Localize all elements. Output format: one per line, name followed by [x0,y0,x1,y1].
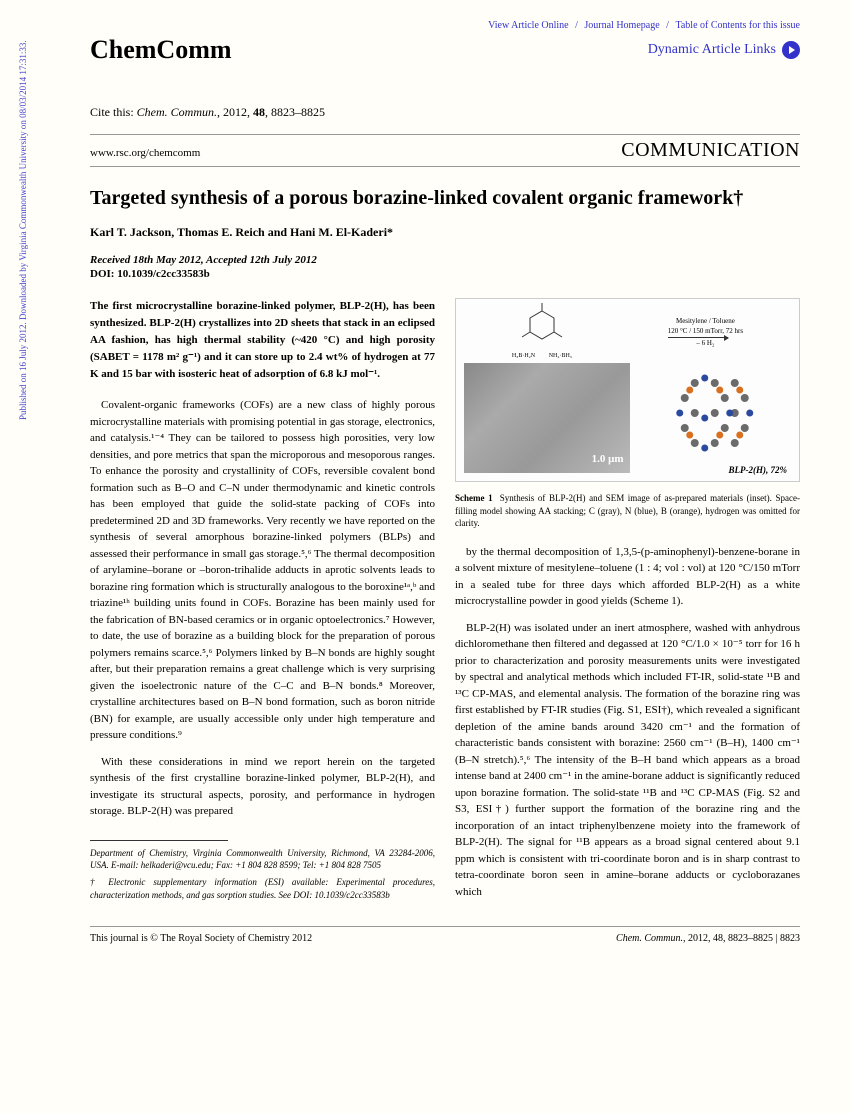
toc-link[interactable]: Table of Contents for this issue [675,20,800,31]
footnote-separator [90,840,228,847]
view-online-link[interactable]: View Article Online [488,20,569,31]
left-column: The first microcrystalline borazine-link… [90,298,435,910]
footer-pages: 2012, 48, 8823–8825 | 8823 [685,933,800,944]
scheme-caption: Scheme 1 Synthesis of BLP-2(H) and SEM i… [455,492,800,530]
cite-pages: , 8823–8825 [265,105,325,119]
cite-volume: 48 [253,105,265,119]
scheme-number: Scheme 1 [455,493,493,503]
scheme-1-figure: H₃B·H₂N NH₂·BH₃ Mesitylene / Toluene 120… [455,298,800,482]
abstract: The first microcrystalline borazine-link… [90,298,435,383]
footer-journal: Chem. Commun., [616,933,685,944]
right-column: H₃B·H₂N NH₂·BH₃ Mesitylene / Toluene 120… [455,298,800,910]
reaction-scheme-top: H₃B·H₂N NH₂·BH₃ Mesitylene / Toluene 120… [464,307,791,357]
received-date: Received 18th May 2012, Accepted 12th Ju… [90,254,800,266]
section-label: COMMUNICATION [621,139,800,162]
footnote-esi: † Electronic supplementary information (… [90,876,435,901]
body-p3: by the thermal decomposition of 1,3,5-(p… [455,544,800,610]
cite-year: 2012, [223,105,250,119]
header-row: ChemComm Dynamic Article Links [90,35,800,65]
body-p1: Covalent-organic frameworks (COFs) are a… [90,397,435,744]
article-title: Targeted synthesis of a porous borazine-… [90,185,800,211]
conditions-bot: – 6 H₂ [668,338,743,349]
body-p2: With these considerations in mind we rep… [90,754,435,820]
rule-row: www.rsc.org/chemcomm COMMUNICATION [90,134,800,167]
cite-journal: Chem. Commun., [137,105,220,119]
journal-name: ChemComm [90,35,232,65]
two-column-body: The first microcrystalline borazine-link… [90,298,800,910]
footnote-affiliation: Department of Chemistry, Virginia Common… [90,847,435,872]
separator: / [575,20,578,31]
scheme-bottom-row: 1.0 μm [464,363,791,473]
sem-image: 1.0 μm [464,363,630,473]
journal-homepage-link[interactable]: Journal Homepage [584,20,659,31]
citation-line: Cite this: Chem. Commun., 2012, 48, 8823… [90,105,800,120]
cite-prefix: Cite this: [90,105,134,119]
footer: This journal is © The Royal Society of C… [90,926,800,944]
separator: / [666,20,669,31]
sem-scale-bar: 1.0 μm [592,451,624,468]
conditions-mid: 120 °C / 150 mTorr, 72 hrs [668,326,743,337]
doi: DOI: 10.1039/c2cc33583b [90,268,800,280]
footer-copyright: This journal is © The Royal Society of C… [90,933,312,944]
product-label: BLP-2(H), 72% [729,464,788,478]
page-container: Published on 16 July 2012. Downloaded by… [0,0,850,1113]
scheme-caption-text: Synthesis of BLP-2(H) and SEM image of a… [455,493,800,528]
crystal-structure: BLP-2(H), 72% [638,363,792,473]
body-p4: BLP-2(H) was isolated under an inert atm… [455,620,800,901]
reactant-label-left: H₃B·H₂N [512,352,535,361]
dynamic-links[interactable]: Dynamic Article Links [648,41,800,59]
top-links-row: View Article Online / Journal Homepage /… [90,20,800,31]
authors: Karl T. Jackson, Thomas E. Reich and Han… [90,225,800,240]
footer-citation: Chem. Commun., 2012, 48, 8823–8825 | 882… [616,933,800,944]
dynamic-links-label: Dynamic Article Links [648,42,776,58]
reactant-label-right: NH₂·BH₃ [549,352,572,361]
conditions-top: Mesitylene / Toluene [668,316,743,327]
play-icon [782,41,800,59]
journal-url[interactable]: www.rsc.org/chemcomm [90,147,200,159]
download-info-sidebar: Published on 16 July 2012. Downloaded by… [18,40,28,420]
reaction-arrow: Mesitylene / Toluene 120 °C / 150 mTorr,… [668,316,743,349]
reactant-molecule: H₃B·H₂N NH₂·BH₃ [512,303,572,361]
